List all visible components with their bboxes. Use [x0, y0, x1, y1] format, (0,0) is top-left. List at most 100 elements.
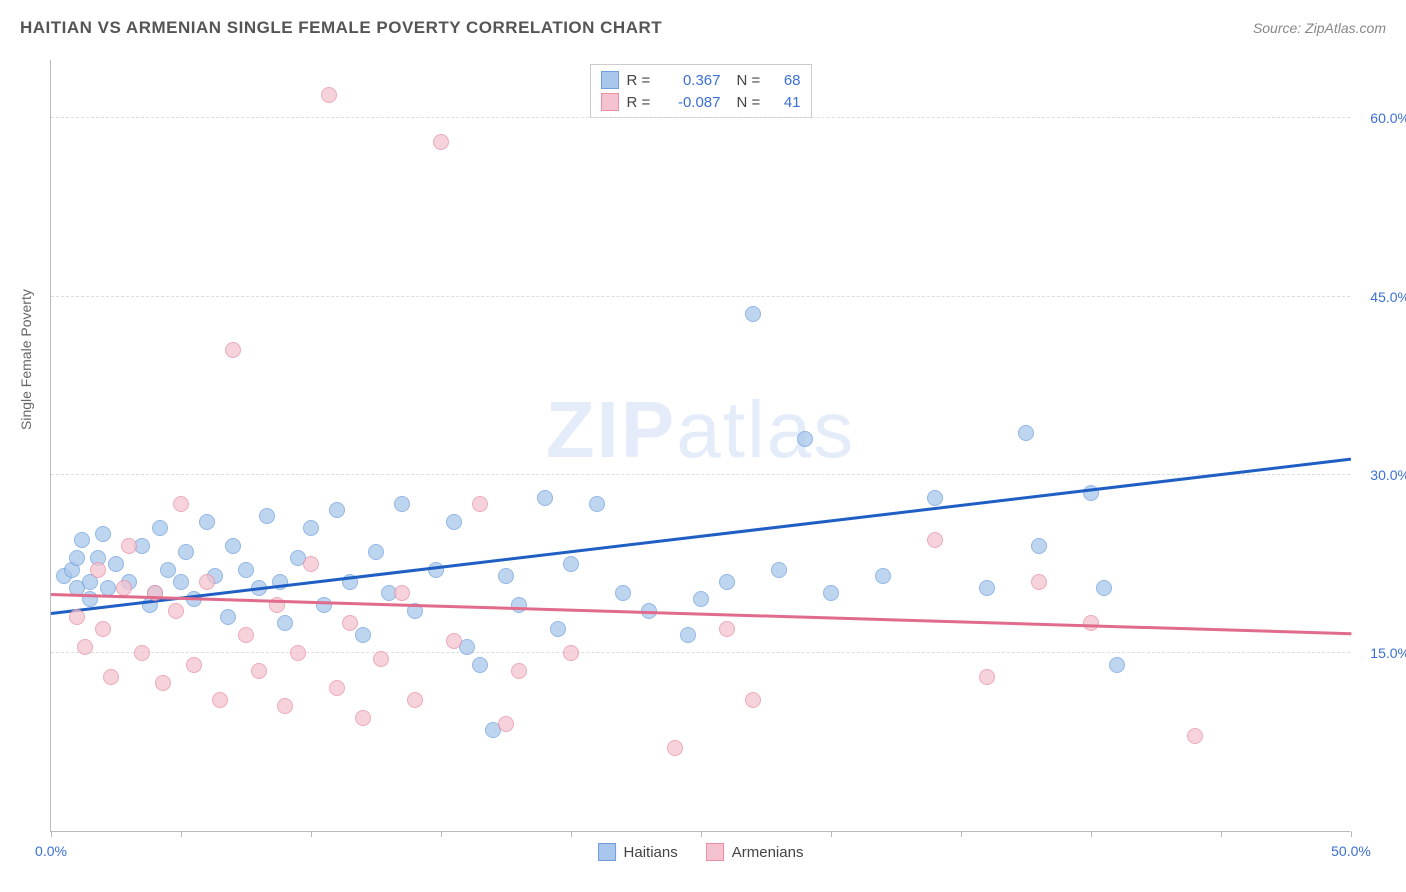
x-tick — [311, 831, 312, 837]
data-point — [90, 562, 106, 578]
data-point — [100, 580, 116, 596]
data-point — [69, 550, 85, 566]
x-tick-label: 0.0% — [35, 843, 67, 859]
data-point — [152, 520, 168, 536]
data-point — [693, 591, 709, 607]
legend-r-value: -0.087 — [661, 94, 721, 111]
data-point — [121, 538, 137, 554]
data-point — [979, 580, 995, 596]
data-point — [797, 431, 813, 447]
data-point — [1031, 538, 1047, 554]
data-point — [220, 609, 236, 625]
data-point — [173, 574, 189, 590]
legend-stat-row: R =0.367N =68 — [601, 69, 801, 91]
data-point — [290, 645, 306, 661]
data-point — [116, 580, 132, 596]
x-tick — [1091, 831, 1092, 837]
watermark: ZIPatlas — [546, 384, 855, 476]
data-point — [433, 134, 449, 150]
data-point — [537, 490, 553, 506]
data-point — [277, 615, 293, 631]
data-point — [511, 663, 527, 679]
title-bar: HAITIAN VS ARMENIAN SINGLE FEMALE POVERT… — [20, 18, 1386, 38]
data-point — [927, 532, 943, 548]
data-point — [823, 585, 839, 601]
data-point — [719, 574, 735, 590]
x-tick — [831, 831, 832, 837]
data-point — [719, 621, 735, 637]
data-point — [1031, 574, 1047, 590]
data-point — [277, 698, 293, 714]
data-point — [1096, 580, 1112, 596]
data-point — [1187, 728, 1203, 744]
data-point — [745, 692, 761, 708]
data-point — [979, 669, 995, 685]
legend-r-label: R = — [627, 94, 653, 111]
x-tick — [1351, 831, 1352, 837]
data-point — [147, 585, 163, 601]
data-point — [168, 603, 184, 619]
data-point — [303, 556, 319, 572]
data-point — [199, 514, 215, 530]
data-point — [225, 342, 241, 358]
data-point — [745, 306, 761, 322]
data-point — [69, 609, 85, 625]
data-point — [251, 663, 267, 679]
data-point — [550, 621, 566, 637]
data-point — [355, 710, 371, 726]
data-point — [511, 597, 527, 613]
data-point — [108, 556, 124, 572]
data-point — [95, 526, 111, 542]
plot-area: ZIPatlas R =0.367N =68R =-0.087N =41 Hai… — [50, 60, 1350, 832]
legend-stat-row: R =-0.087N =41 — [601, 91, 801, 113]
gridline — [51, 296, 1350, 297]
data-point — [186, 657, 202, 673]
legend-label: Haitians — [624, 844, 678, 861]
legend-item: Armenians — [706, 843, 804, 861]
x-tick — [961, 831, 962, 837]
data-point — [134, 645, 150, 661]
data-point — [316, 597, 332, 613]
data-point — [680, 627, 696, 643]
x-tick — [441, 831, 442, 837]
data-point — [428, 562, 444, 578]
y-tick-label: 15.0% — [1370, 645, 1406, 661]
data-point — [212, 692, 228, 708]
data-point — [394, 585, 410, 601]
data-point — [927, 490, 943, 506]
legend-swatch — [601, 93, 619, 111]
data-point — [394, 496, 410, 512]
legend-r-label: R = — [627, 72, 653, 89]
data-point — [446, 514, 462, 530]
data-point — [472, 657, 488, 673]
legend-r-value: 0.367 — [661, 72, 721, 89]
data-point — [178, 544, 194, 560]
data-point — [238, 562, 254, 578]
legend-stats: R =0.367N =68R =-0.087N =41 — [590, 64, 812, 118]
y-tick-label: 60.0% — [1370, 110, 1406, 126]
data-point — [498, 716, 514, 732]
data-point — [563, 645, 579, 661]
data-point — [329, 680, 345, 696]
legend-n-label: N = — [737, 94, 763, 111]
gridline — [51, 117, 1350, 118]
data-point — [303, 520, 319, 536]
y-axis-label: Single Female Poverty — [18, 289, 34, 430]
legend-n-label: N = — [737, 72, 763, 89]
data-point — [667, 740, 683, 756]
data-point — [407, 692, 423, 708]
gridline — [51, 474, 1350, 475]
data-point — [771, 562, 787, 578]
x-tick — [571, 831, 572, 837]
y-tick-label: 30.0% — [1370, 467, 1406, 483]
data-point — [342, 615, 358, 631]
chart-title: HAITIAN VS ARMENIAN SINGLE FEMALE POVERT… — [20, 18, 662, 38]
data-point — [238, 627, 254, 643]
data-point — [160, 562, 176, 578]
legend-series: Haitians Armenians — [598, 843, 804, 861]
x-tick — [701, 831, 702, 837]
legend-swatch — [598, 843, 616, 861]
data-point — [589, 496, 605, 512]
y-tick-label: 45.0% — [1370, 289, 1406, 305]
data-point — [329, 502, 345, 518]
